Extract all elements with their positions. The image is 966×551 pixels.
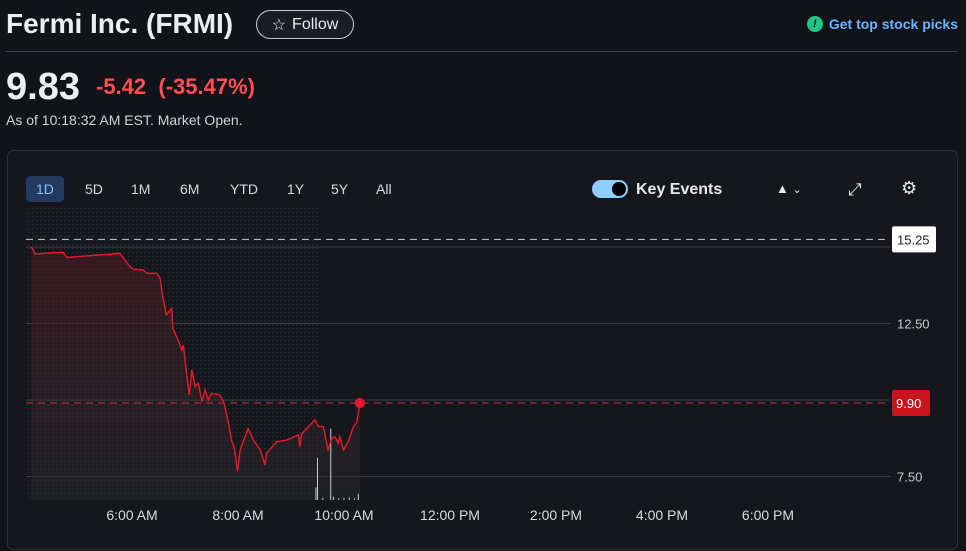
x-tick-label: 4:00 PM (636, 507, 688, 523)
price-area (31, 247, 360, 500)
mountain-chart-icon: ▲ (776, 181, 789, 196)
range-tab-1m[interactable]: 1M (131, 181, 151, 197)
follow-button[interactable]: ☆ Follow (256, 10, 354, 39)
gear-icon: ⚙ (901, 178, 918, 198)
settings-button[interactable]: ⚙ (901, 178, 917, 199)
exclamation-icon: ! (806, 16, 823, 32)
y-tick-label: 12.50 (897, 317, 930, 332)
top-stock-picks-link[interactable]: ! Get top stock picks (806, 16, 958, 32)
range-tab-all[interactable]: All (376, 181, 392, 197)
chart-type-dropdown[interactable]: ▲ ⌄ (776, 181, 802, 196)
key-events-label: Key Events (636, 181, 723, 198)
range-tab-1d[interactable]: 1D (26, 176, 64, 202)
y-tick-label: 7.50 (897, 470, 922, 485)
key-events-toggle[interactable] (592, 180, 628, 198)
fullscreen-button[interactable]: ⤢ (848, 180, 862, 200)
follow-label: Follow (292, 15, 339, 33)
current-price-dot (354, 398, 365, 409)
x-tick-label: 2:00 PM (530, 507, 582, 523)
divider (6, 51, 958, 52)
x-tick-label: 6:00 PM (742, 507, 794, 523)
x-tick-label: 6:00 AM (106, 507, 157, 523)
x-tick-label: 8:00 AM (212, 507, 263, 523)
top-picks-label: Get top stock picks (828, 16, 958, 32)
chevron-down-icon: ⌄ (792, 184, 802, 196)
price-line (30, 246, 361, 472)
current-price: 9.83 (6, 66, 80, 108)
change-value: -5.42 (96, 74, 147, 99)
star-icon: ☆ (271, 16, 287, 34)
previous-close-label: 15.25 (897, 232, 930, 247)
page-title: Fermi Inc. (FRMI) (6, 8, 234, 39)
x-tick-label: 10:00 AM (314, 507, 373, 523)
previous-close-badge (892, 226, 936, 253)
x-tick-label: 12:00 PM (420, 507, 480, 523)
range-tab-6m[interactable]: 6M (180, 181, 200, 197)
range-tab-5d[interactable]: 5D (85, 181, 103, 197)
current-price-badge (892, 390, 930, 417)
current-price-label: 9.90 (896, 396, 921, 411)
as-of-timestamp: As of 10:18:32 AM EST. Market Open. (6, 112, 243, 128)
range-tab-1y[interactable]: 1Y (287, 181, 305, 197)
expand-icon: ⤢ (848, 180, 862, 199)
range-tab-ytd[interactable]: YTD (230, 181, 258, 197)
range-tab-5y[interactable]: 5Y (331, 181, 349, 197)
price-change: -5.42 (-35.47%) (96, 74, 255, 100)
change-percent: (-35.47%) (158, 74, 255, 99)
